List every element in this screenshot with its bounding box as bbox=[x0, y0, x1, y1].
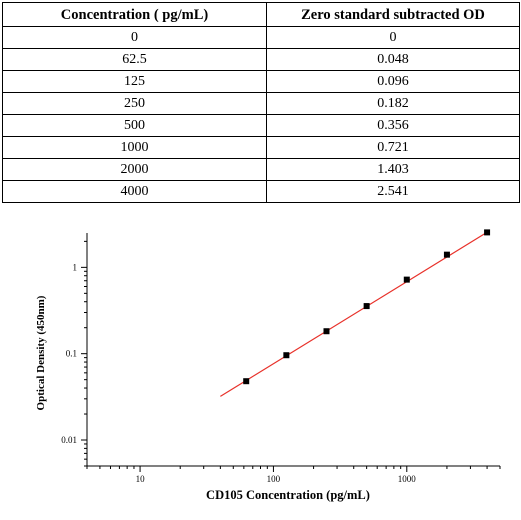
cell-od: 0.182 bbox=[266, 92, 520, 115]
standard-curve-chart: 10 100 1000 0.01 0.1 1 CD105 Concentration (p… bbox=[35, 229, 501, 502]
cell-concentration: 250 bbox=[2, 92, 267, 115]
table-row: 500 0.356 bbox=[2, 114, 520, 137]
cell-concentration: 2000 bbox=[2, 158, 267, 181]
data-point bbox=[323, 328, 330, 335]
cell-od: 0.356 bbox=[266, 114, 520, 137]
table-header-row: Concentration ( pg/mL) Zero standard sub… bbox=[2, 2, 520, 27]
cell-od: 0.048 bbox=[266, 48, 520, 71]
cell-od: 1.403 bbox=[266, 158, 520, 181]
table-row: 4000 2.541 bbox=[2, 180, 520, 203]
header-concentration: Concentration ( pg/mL) bbox=[2, 2, 267, 27]
x-tick-label: 10 bbox=[136, 474, 146, 484]
data-point bbox=[403, 276, 410, 283]
x-tick-label: 100 bbox=[267, 474, 281, 484]
cell-concentration: 4000 bbox=[2, 180, 267, 203]
cell-od: 0.721 bbox=[266, 136, 520, 159]
table-row: 2000 1.403 bbox=[2, 158, 520, 181]
cell-concentration: 62.5 bbox=[2, 48, 267, 71]
data-point bbox=[363, 303, 370, 310]
fit-line-layer bbox=[220, 231, 488, 397]
cell-concentration: 1000 bbox=[2, 136, 267, 159]
chart-ticks: 10 100 1000 0.01 0.1 1 bbox=[61, 240, 501, 484]
table-row: 250 0.182 bbox=[2, 92, 520, 115]
y-axis-label: Optical Density (450nm) bbox=[35, 295, 47, 410]
table-row: 62.5 0.048 bbox=[2, 48, 520, 71]
fit-line bbox=[220, 231, 488, 397]
cell-od: 0 bbox=[266, 26, 520, 49]
y-tick-label: 1 bbox=[73, 262, 78, 272]
y-tick-label: 0.01 bbox=[61, 435, 77, 445]
cell-od: 2.541 bbox=[266, 180, 520, 203]
cell-concentration: 500 bbox=[2, 114, 267, 137]
cell-concentration: 125 bbox=[2, 70, 267, 93]
cell-concentration: 0 bbox=[2, 26, 267, 49]
data-point bbox=[484, 229, 491, 236]
header-od: Zero standard subtracted OD bbox=[266, 2, 520, 27]
chart-axes bbox=[86, 233, 500, 467]
data-point bbox=[443, 251, 450, 258]
data-point bbox=[283, 352, 290, 359]
table-row: 125 0.096 bbox=[2, 70, 520, 93]
data-points-layer bbox=[243, 229, 491, 385]
data-point bbox=[243, 378, 250, 385]
x-axis-label: CD105 Concentration (pg/mL) bbox=[206, 488, 370, 502]
y-tick-label: 0.1 bbox=[66, 349, 77, 359]
x-tick-label: 1000 bbox=[398, 474, 417, 484]
cell-od: 0.096 bbox=[266, 70, 520, 93]
standard-curve-table: Concentration ( pg/mL) Zero standard sub… bbox=[2, 2, 520, 203]
table-row: 1000 0.721 bbox=[2, 136, 520, 159]
